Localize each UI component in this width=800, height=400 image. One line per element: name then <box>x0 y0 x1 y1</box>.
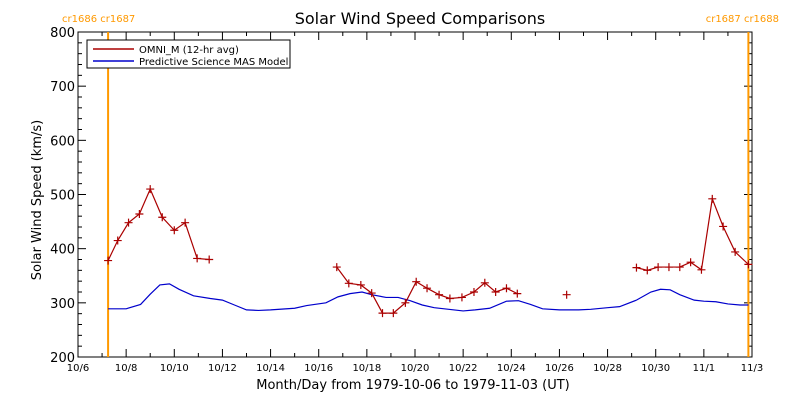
x-tick-label: 10/28 <box>593 363 622 374</box>
omni-data-point <box>697 265 706 274</box>
x-tick-label: 10/10 <box>160 363 189 374</box>
omni-data-point <box>104 256 113 265</box>
omni-data-point <box>643 266 652 275</box>
omni-data-point <box>491 288 500 296</box>
omni-data-point <box>401 298 410 307</box>
x-tick-label: 11/3 <box>741 363 763 374</box>
omni-data-point <box>344 279 353 288</box>
y-tick-label: 700 <box>50 80 75 95</box>
plot-frame <box>77 31 753 358</box>
y-tick-label: 800 <box>50 26 75 41</box>
omni-data-point <box>686 258 695 267</box>
carrington-marker-label: cr1687 cr1688 <box>706 14 779 25</box>
x-tick-label: 10/30 <box>641 363 670 374</box>
omni-data-point <box>193 254 202 263</box>
omni-data-point <box>469 288 478 296</box>
omni-data-point <box>731 247 740 256</box>
omni-data-point <box>356 280 365 289</box>
series-line-mas-model <box>108 283 749 312</box>
omni-data-point <box>654 263 663 272</box>
legend-label: Predictive Science MAS Model <box>139 57 288 68</box>
omni-data-point <box>744 260 753 269</box>
omni-data-point <box>181 218 190 227</box>
omni-data-point <box>146 185 155 194</box>
x-tick-label: 10/18 <box>352 363 381 374</box>
omni-data-point <box>124 218 133 227</box>
omni-data-point <box>332 263 341 272</box>
y-axis-label: Solar Wind Speed (km/s) <box>30 120 45 280</box>
legend: OMNI_M (12-hr avg)Predictive Science MAS… <box>86 39 291 69</box>
y-tick-label: 500 <box>50 189 75 204</box>
omni-data-point <box>664 263 673 272</box>
x-tick-label: 10/12 <box>208 363 237 374</box>
omni-data-point <box>435 290 444 299</box>
y-tick-label: 400 <box>50 243 75 258</box>
series-line-omni <box>636 196 749 271</box>
y-tick-label: 600 <box>50 134 75 149</box>
legend-box <box>86 39 291 69</box>
omni-data-point <box>502 284 511 293</box>
x-tick-label: 11/1 <box>693 363 715 374</box>
x-tick-label: 10/6 <box>67 363 89 374</box>
omni-data-point <box>513 289 522 298</box>
omni-data-point <box>205 255 214 264</box>
omni-data-point <box>719 222 728 231</box>
omni-data-point <box>445 294 454 303</box>
legend-label: OMNI_M (12-hr avg) <box>139 45 239 56</box>
x-tick-label: 10/16 <box>304 363 333 374</box>
x-tick-label: 10/14 <box>256 363 285 374</box>
omni-data-point <box>675 263 684 272</box>
omni-data-point <box>378 309 387 318</box>
omni-data-point <box>170 226 179 235</box>
x-tick-label: 10/22 <box>449 363 478 374</box>
x-tick-label: 10/20 <box>401 363 430 374</box>
x-tick-label: 10/8 <box>115 363 137 374</box>
carrington-marker-label: cr1686 cr1687 <box>62 14 135 25</box>
omni-data-point <box>158 213 167 222</box>
omni-data-point <box>708 194 717 203</box>
y-tick-label: 300 <box>50 297 75 312</box>
omni-data-point <box>389 309 398 318</box>
omni-data-point <box>457 293 466 302</box>
x-tick-label: 10/26 <box>545 363 574 374</box>
omni-data-point <box>113 236 122 245</box>
y-tick-label: 200 <box>50 351 75 366</box>
chart-title: Solar Wind Speed Comparisons <box>295 9 546 28</box>
plot-layer: 200 300 400 500 600 700 800 10/6 10/8 10/10 10/12 1… <box>50 14 779 374</box>
series-line-omni <box>107 187 210 261</box>
x-tick-label: 10/24 <box>497 363 526 374</box>
omni-data-point <box>367 289 376 298</box>
x-axis-label: Month/Day from 1979-10-06 to 1979-11-03 … <box>256 378 569 393</box>
omni-data-point <box>135 210 144 218</box>
omni-data-point <box>480 278 489 287</box>
omni-data-point <box>632 263 641 272</box>
omni-data-point <box>423 284 432 293</box>
omni-data-point <box>562 290 571 299</box>
omni-data-point <box>412 277 421 286</box>
